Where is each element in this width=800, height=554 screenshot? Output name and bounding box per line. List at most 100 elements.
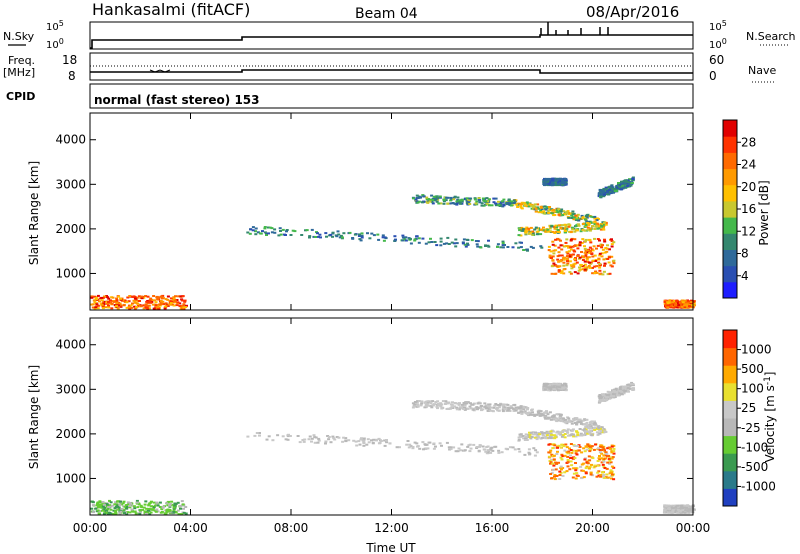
scatter-cell — [608, 472, 612, 475]
scatter-cell — [603, 193, 606, 196]
scatter-cell — [118, 512, 122, 515]
scatter-cell — [144, 303, 148, 306]
scatter-cell — [435, 405, 439, 408]
scatter-cell — [581, 419, 585, 422]
scatter-cell — [608, 256, 611, 259]
scatter-cell — [597, 401, 601, 404]
scatter-cell — [554, 210, 557, 213]
colorbar-tick-label: 100 — [741, 382, 764, 396]
scatter-cell — [580, 451, 584, 454]
scatter-cell — [133, 305, 137, 308]
scatter-cell — [176, 301, 180, 304]
scatter-cell — [424, 242, 428, 245]
scatter-cell — [492, 406, 496, 409]
scatter-cell — [99, 302, 103, 305]
scatter-cell — [424, 404, 428, 406]
scatter-cell — [555, 475, 559, 477]
scatter-cell — [335, 436, 339, 438]
scatter-cell — [547, 178, 551, 181]
scatter-cell — [535, 438, 539, 441]
scatter-cell — [583, 225, 587, 228]
scatter-cell — [587, 455, 591, 458]
scatter-cell — [486, 445, 490, 448]
scatter-cell — [532, 413, 536, 416]
scatter-cell — [128, 511, 132, 514]
scatter-cell — [164, 302, 168, 305]
scatter-cell — [575, 216, 578, 219]
scatter-cell — [513, 403, 517, 406]
scatter-cell — [408, 443, 412, 446]
scatter-cell — [94, 306, 98, 309]
scatter-cell — [434, 199, 437, 202]
scatter-cell — [606, 476, 610, 479]
scatter-cell — [431, 199, 435, 201]
scatter-cell — [576, 421, 579, 424]
scatter-cell — [383, 444, 387, 447]
colorbar-tick-label: 16 — [741, 202, 756, 216]
scatter-cell — [468, 197, 472, 200]
scatter-cell — [566, 461, 570, 464]
scatter-cell — [511, 246, 515, 249]
scatter-cell — [593, 228, 597, 230]
scatter-cell — [604, 191, 608, 194]
scatter-cell — [342, 232, 346, 235]
scatter-cell — [565, 264, 569, 267]
scatter-cell — [535, 233, 539, 236]
scatter-cell — [575, 224, 579, 227]
scatter-cell — [164, 298, 168, 301]
scatter-cell — [669, 509, 673, 512]
scatter-cell — [610, 451, 614, 454]
scatter-cell — [588, 251, 592, 254]
scatter-cell — [143, 503, 147, 506]
scatter-cell — [170, 297, 173, 300]
scatter-cell — [478, 201, 482, 204]
scatter-cell — [569, 272, 573, 275]
scatter-cell — [438, 195, 442, 198]
scatter-cell — [676, 508, 680, 511]
scatter-cell — [613, 391, 617, 394]
scatter-cell — [462, 238, 466, 241]
scatter-cell — [535, 435, 539, 438]
scatter-cell — [395, 446, 399, 449]
scatter-cell — [598, 273, 602, 276]
scatter-cell — [169, 300, 173, 303]
scatter-cell — [415, 235, 419, 238]
scatter-cell — [571, 253, 575, 256]
scatter-cell — [589, 448, 592, 451]
scatter-cell — [534, 449, 538, 452]
scatter-cell — [499, 246, 503, 249]
colorbar-swatch — [723, 330, 737, 349]
scatter-cell — [258, 432, 261, 434]
scatter-cell — [679, 504, 683, 507]
scatter-cell — [510, 200, 514, 203]
scatter-cell — [307, 438, 311, 441]
scatter-cell — [567, 450, 571, 453]
scatter-cell — [308, 235, 312, 238]
scatter-cell — [583, 266, 587, 269]
freq-line — [90, 69, 693, 74]
scatter-cell — [551, 255, 555, 258]
scatter-cell — [529, 413, 533, 416]
scatter-cell — [152, 307, 156, 310]
scatter-cell — [631, 178, 635, 181]
scatter-cell — [551, 259, 555, 262]
scatter-cell — [565, 212, 569, 215]
scatter-cell — [519, 206, 523, 209]
scatter-cell — [436, 197, 440, 200]
scatter-cell — [461, 242, 465, 245]
scatter-cell — [545, 430, 549, 433]
scatter-cell — [542, 226, 545, 229]
scatter-cell — [117, 506, 121, 509]
scatter-cell — [101, 301, 105, 304]
scatter-cell — [587, 256, 591, 259]
scatter-cell — [413, 239, 417, 242]
scatter-cell — [279, 233, 283, 236]
scatter-cell — [583, 450, 587, 453]
scatter-cell — [140, 295, 144, 298]
scatter-cell — [610, 243, 614, 246]
date-label: 08/Apr/2016 — [586, 3, 679, 21]
scatter-cell — [431, 400, 435, 403]
scatter-cell — [104, 306, 108, 309]
scatter-cell — [510, 202, 514, 205]
